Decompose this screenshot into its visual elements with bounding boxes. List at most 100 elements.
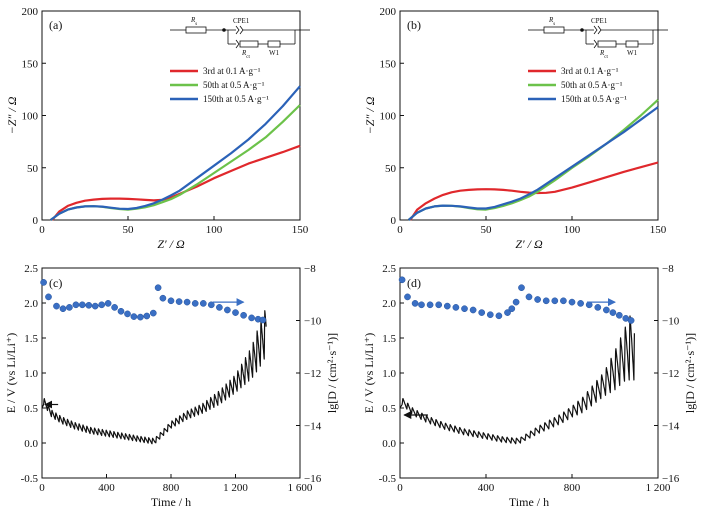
diffusion-point: [259, 316, 267, 324]
circuit-resistor-rs: [185, 26, 207, 34]
circuit-resistor-rct: [597, 40, 617, 48]
panel-c: 0 400 800 1 200 1 600 -0.5 0.0 0.5 1.0 1.5 2.0 2.5 −…: [4, 263, 339, 509]
panel-label: (d): [407, 276, 421, 290]
panel-label: (b): [407, 18, 421, 32]
x-tick-label: 1 200: [646, 482, 671, 494]
y2-tick-label: −10: [662, 316, 680, 328]
diffusion-point: [72, 301, 80, 309]
x-tick-label: 50: [123, 224, 135, 236]
series-line-1: [409, 161, 659, 221]
voltage-curve: [41, 310, 267, 445]
x-tick-label: 150: [292, 224, 309, 236]
series-line-3: [49, 85, 301, 221]
panel-label: (a): [49, 18, 62, 32]
y-tick-label: 0.0: [24, 438, 38, 450]
x-axis-label: Z′ / Ω: [157, 237, 185, 251]
y-tick-label: 50: [385, 163, 397, 175]
y-tick-label: 0.5: [382, 403, 396, 415]
x-tick-label: 150: [650, 224, 667, 236]
diffusion-point: [175, 298, 183, 305]
x-tick-label: 800: [564, 482, 581, 494]
diffusion-point: [508, 305, 516, 313]
y-axis-label: −Z″ / Ω: [363, 96, 377, 134]
diffusion-point: [232, 309, 239, 316]
x-tick-label: 100: [564, 224, 581, 236]
circuit-label-cpe: CPE1: [591, 17, 608, 25]
diffusion-point: [426, 301, 434, 309]
diffusion-point: [518, 284, 525, 292]
y-axis-label: E / V (vs Li/Li⁺): [4, 333, 18, 414]
diffusion-point: [443, 302, 451, 310]
x-tick-label: 0: [397, 224, 403, 236]
diffusion-point: [91, 302, 99, 310]
diffusion-point: [207, 301, 215, 309]
diffusion-point: [534, 296, 541, 303]
circuit-resistor-rct: [239, 40, 259, 48]
x-tick-label: 0: [39, 224, 45, 236]
y-tick-label: -0.5: [379, 473, 397, 485]
circuit-label-rct: Rct: [241, 49, 251, 60]
circuit-label-cpe: CPE1: [233, 17, 250, 25]
circuit-resistor-rs: [543, 26, 565, 34]
series-line-2: [49, 104, 301, 221]
y-tick-label: 2.0: [24, 298, 38, 310]
diffusion-point: [478, 309, 486, 316]
series-line-3: [407, 106, 659, 221]
legend-label-3: 150th at 0.5 A·g⁻¹: [203, 94, 269, 104]
y2-tick-label: −16: [304, 473, 322, 485]
y-tick-label: 2.5: [382, 263, 396, 275]
circuit-warburg: [625, 40, 639, 48]
diffusion-point: [248, 314, 255, 322]
y2-tick-label: −16: [662, 473, 680, 485]
diffusion-point: [615, 311, 623, 319]
diffusion-point: [461, 305, 468, 313]
y2-tick-label: −12: [304, 368, 321, 380]
circuit-warburg: [267, 40, 281, 48]
x-tick-label: 0: [39, 482, 45, 494]
x-axis-label: Time / h: [151, 495, 191, 509]
diffusion-point: [418, 301, 425, 309]
y-tick-label: 1.0: [24, 368, 38, 380]
diffusion-point: [159, 294, 167, 302]
diffusion-point: [130, 313, 138, 320]
diffusion-point: [568, 298, 576, 306]
y-tick-label: 50: [27, 163, 39, 175]
diffusion-point: [603, 306, 610, 314]
y-tick-label: 2.0: [382, 298, 396, 310]
x-tick-label: 50: [481, 224, 493, 236]
y-tick-label: 2.5: [24, 263, 38, 275]
legend-label-2: 50th at 0.5 A·g⁻¹: [203, 80, 265, 90]
x-tick-label: 400: [98, 482, 115, 494]
x-axis-label: Z′ / Ω: [515, 237, 543, 251]
y2-axis-label: lg[D / (cm²·s⁻¹)]: [325, 333, 339, 413]
diffusion-point: [66, 304, 73, 311]
diffusion-point: [45, 293, 52, 301]
series-line-1: [51, 144, 301, 221]
diffusion-point: [149, 309, 157, 317]
y-axis-label: −Z″ / Ω: [5, 96, 19, 134]
circuit-label-w: W1: [269, 49, 280, 57]
circuit-label-rct: Rct: [599, 49, 609, 60]
diffusion-point: [404, 293, 411, 301]
diffusion-point: [240, 311, 247, 319]
diffusion-point: [627, 317, 635, 324]
y-tick-label: 1.0: [382, 368, 396, 380]
diffusion-point: [216, 304, 223, 311]
diffusion-point: [525, 293, 533, 301]
diffusion-point: [78, 301, 86, 309]
diffusion-point: [512, 298, 520, 306]
series-line-2: [407, 98, 659, 221]
y-tick-label: 200: [380, 6, 397, 18]
y-tick-label: 100: [380, 111, 397, 123]
diffusion-point: [137, 313, 144, 321]
legend-label-1: 3rd at 0.1 A·g⁻¹: [203, 66, 261, 76]
diffusion-point: [398, 276, 406, 284]
y2-tick-label: −10: [304, 316, 322, 328]
diffusion-point: [143, 312, 151, 320]
diffusion-point: [609, 309, 617, 316]
y-tick-label: -0.5: [21, 473, 39, 485]
y-axis-label: E / V (vs Li/Li⁺): [362, 333, 376, 414]
x-tick-label: 0: [397, 482, 403, 494]
y-tick-label: 0: [391, 215, 397, 227]
